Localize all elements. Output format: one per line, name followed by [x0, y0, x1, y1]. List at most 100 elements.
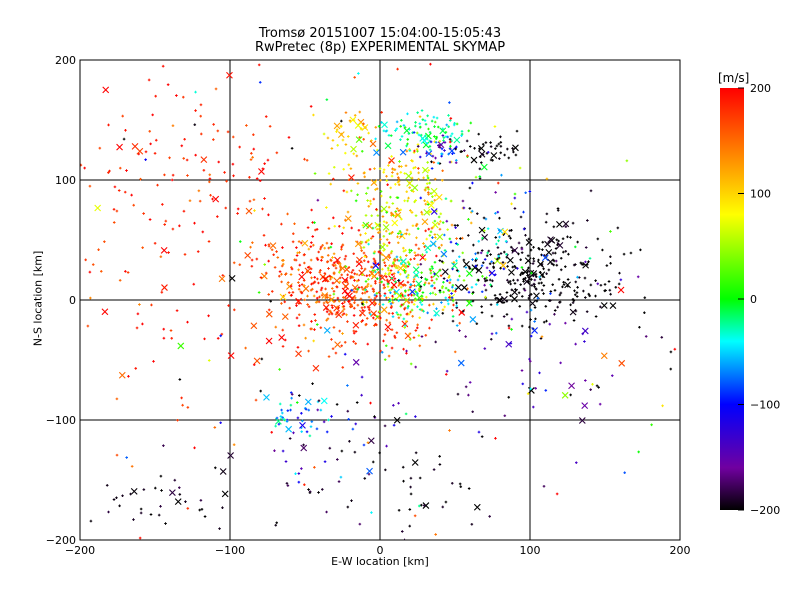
data-point [669, 367, 673, 371]
data-point [332, 292, 336, 296]
data-point [603, 283, 607, 286]
data-point [549, 292, 552, 295]
data-point [360, 393, 363, 397]
data-point [253, 209, 256, 212]
data-point [584, 379, 587, 382]
data-point [492, 265, 495, 269]
data-point [397, 259, 401, 262]
data-point [325, 296, 329, 299]
data-point [625, 159, 629, 163]
data-point [88, 184, 92, 188]
data-point [352, 340, 355, 343]
data-point-cross [279, 293, 287, 301]
data-point [409, 258, 412, 261]
data-point [420, 210, 423, 214]
data-point [200, 507, 204, 511]
data-point [432, 281, 436, 285]
data-point [412, 190, 415, 193]
data-point [183, 137, 186, 141]
data-point [522, 227, 526, 231]
data-point [575, 461, 578, 464]
data-point [380, 350, 384, 354]
data-point-cross [384, 323, 392, 331]
data-point [500, 173, 503, 177]
data-point [321, 243, 324, 247]
data-point-cross [362, 221, 370, 229]
data-point [308, 491, 312, 495]
data-point [182, 157, 186, 160]
data-point [530, 278, 533, 281]
data-point-cross [430, 187, 438, 195]
data-point-cross [369, 140, 377, 148]
data-point-cross [380, 306, 388, 314]
data-point [405, 149, 409, 153]
data-point [383, 261, 386, 265]
data-point [153, 242, 157, 245]
data-point [380, 280, 383, 284]
data-point [499, 266, 502, 270]
data-point [572, 299, 576, 303]
data-point [329, 245, 333, 249]
data-point [264, 243, 267, 247]
data-point [430, 119, 434, 123]
data-point-cross [600, 352, 608, 360]
data-point [302, 323, 306, 327]
data-point-cross [609, 302, 617, 310]
data-point [493, 294, 497, 297]
data-point [450, 139, 453, 143]
data-point [138, 536, 142, 540]
data-point [136, 312, 140, 316]
data-point [372, 290, 375, 293]
data-point [533, 306, 537, 309]
data-point [344, 285, 347, 288]
data-point [413, 149, 416, 153]
data-point [534, 287, 538, 290]
data-point [226, 130, 230, 134]
data-point-cross [424, 244, 432, 252]
data-point [554, 247, 558, 250]
data-point [333, 224, 337, 228]
data-point [423, 199, 426, 203]
data-point [413, 299, 417, 303]
data-point [430, 318, 433, 322]
data-point [291, 291, 295, 294]
data-point-cross [423, 208, 431, 216]
data-point [581, 263, 585, 266]
data-point [388, 321, 392, 325]
data-point [270, 248, 274, 252]
data-point [194, 109, 197, 112]
data-point [366, 186, 370, 190]
data-point [338, 262, 342, 266]
data-point [343, 257, 347, 261]
data-point [298, 394, 301, 397]
chart-subtitle: RwPretec (8p) EXPERIMENTAL SKYMAP [254, 40, 506, 55]
data-point [154, 94, 157, 98]
data-point [431, 195, 434, 198]
x-tick-label: 0 [377, 544, 384, 557]
data-point [423, 245, 426, 249]
data-point [405, 254, 408, 257]
data-point [180, 144, 184, 148]
data-point [382, 129, 386, 133]
data-point [207, 240, 211, 243]
data-point [515, 129, 519, 133]
data-point [547, 268, 551, 272]
data-point [596, 237, 600, 241]
data-point-cross [403, 127, 411, 135]
data-point [324, 287, 327, 291]
data-point [277, 422, 281, 426]
data-point [477, 430, 481, 434]
data-point [470, 522, 474, 526]
data-point [555, 492, 559, 496]
data-point [464, 335, 467, 338]
data-point-cross [405, 172, 413, 180]
data-point [335, 285, 339, 289]
data-point [502, 267, 506, 271]
data-point [307, 408, 311, 412]
data-point [423, 119, 427, 122]
data-point-cross [321, 275, 329, 283]
data-point [386, 266, 390, 270]
data-point [178, 224, 181, 228]
data-point [399, 125, 403, 128]
data-point [520, 266, 524, 269]
